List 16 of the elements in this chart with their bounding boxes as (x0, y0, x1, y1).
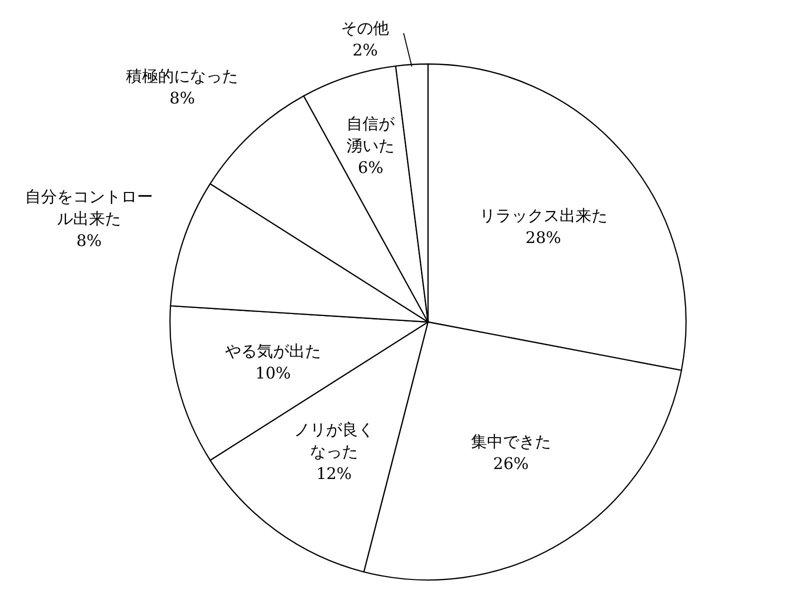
data-label: 28% (526, 228, 562, 248)
slice-label: やる気が出た (225, 341, 322, 360)
slice-label: 自分をコントロール出来た (25, 186, 154, 228)
slice-label: 集中できた (470, 432, 551, 452)
data-label: 26% (493, 454, 529, 474)
data-label: 2% (352, 40, 378, 60)
data-label: 12% (316, 464, 352, 483)
data-label: 8% (170, 88, 195, 108)
slice-label: 自信が湧いた (346, 114, 396, 155)
slice-label: ノリが良くなった (294, 420, 374, 461)
data-label: 10% (255, 363, 291, 382)
slice-label: リラックス出来た (479, 206, 608, 226)
data-label: 8% (76, 230, 102, 250)
slice-label: その他 (341, 18, 390, 38)
data-label: 6% (358, 158, 384, 177)
slice-label: 積極的になった (126, 66, 238, 86)
